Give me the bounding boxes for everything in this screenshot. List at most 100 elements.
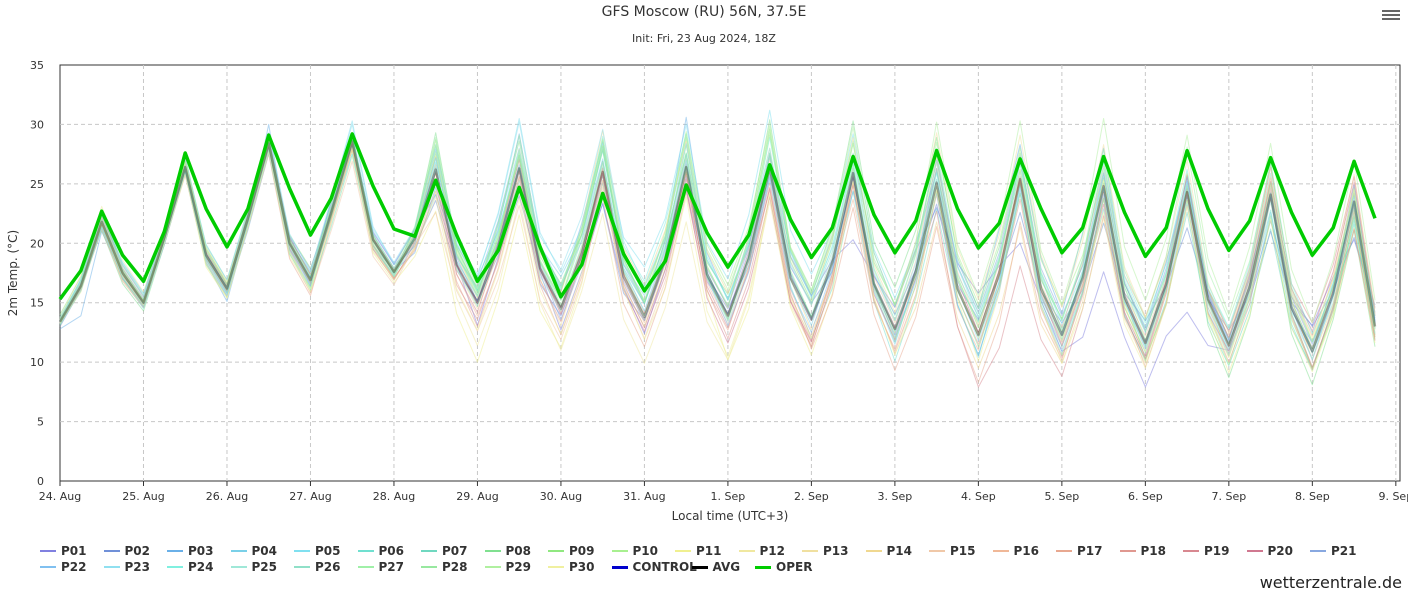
- legend-item-p19[interactable]: P19: [1183, 543, 1247, 559]
- legend-label: P16: [1013, 544, 1040, 558]
- legend-label: P25: [251, 560, 278, 574]
- legend-item-p12[interactable]: P12: [738, 543, 803, 559]
- legend-item-p20[interactable]: P20: [1246, 543, 1311, 559]
- legend-label: P07: [442, 544, 468, 558]
- legend-item-avg[interactable]: AVG: [691, 559, 756, 575]
- legend-swatch: [755, 565, 771, 569]
- legend-label: OPER: [776, 560, 813, 574]
- x-tick-label: 7. Sep: [1211, 490, 1246, 503]
- legend-item-p09[interactable]: P09: [548, 543, 612, 559]
- legend-swatch: [929, 550, 945, 552]
- legend-item-oper[interactable]: OPER: [755, 559, 819, 575]
- legend-item-p15[interactable]: P15: [929, 543, 993, 559]
- y-tick-label: 0: [37, 475, 44, 488]
- legend-label: P27: [378, 560, 405, 574]
- y-tick-label: 5: [37, 416, 44, 429]
- legend-label: P11: [696, 544, 722, 558]
- x-tick-label: 24. Aug: [39, 490, 81, 503]
- legend-item-p01[interactable]: P01: [40, 543, 104, 559]
- y-tick-label: 15: [30, 297, 44, 310]
- legend-label: P08: [505, 544, 532, 558]
- x-tick-label: 6. Sep: [1128, 490, 1163, 503]
- legend-swatch: [484, 566, 501, 568]
- legend-label: P02: [124, 544, 151, 558]
- y-tick-label: 25: [30, 178, 44, 191]
- legend-label: P29: [505, 560, 532, 574]
- legend-label: P13: [823, 544, 849, 558]
- legend-item-p23[interactable]: P23: [103, 559, 168, 575]
- x-axis-title: Local time (UTC+3): [672, 509, 789, 523]
- legend-item-p25[interactable]: P25: [230, 559, 295, 575]
- x-tick-label: 2. Sep: [794, 490, 829, 503]
- legend-swatch: [865, 550, 882, 552]
- legend-swatch: [548, 566, 564, 568]
- legend-row: P22 P23 P24 P25 P26 P27 P28 P29 P30 CONTROL AVG OPE…: [40, 559, 1380, 575]
- legend-label: P20: [1267, 544, 1294, 558]
- legend-swatch: [357, 566, 374, 568]
- legend-item-p11[interactable]: P11: [675, 543, 739, 559]
- legend-swatch: [103, 550, 120, 552]
- legend-label: P24: [188, 560, 214, 574]
- hamburger-menu-icon[interactable]: [1382, 8, 1400, 24]
- series-line-p29: [59, 118, 1376, 324]
- legend-label: AVG: [712, 560, 741, 574]
- legend-swatch: [484, 550, 501, 552]
- legend-item-p02[interactable]: P02: [103, 543, 168, 559]
- legend-item-p22[interactable]: P22: [40, 559, 104, 575]
- x-tick-label: 30. Aug: [540, 490, 582, 503]
- legend-swatch: [675, 550, 691, 552]
- legend-swatch: [691, 565, 708, 569]
- legend-label: P28: [442, 560, 468, 574]
- legend-label: P26: [315, 560, 341, 574]
- legend-swatch: [103, 566, 120, 568]
- x-tick-label: 1. Sep: [711, 490, 746, 503]
- legend-label: P03: [188, 544, 214, 558]
- legend-swatch: [40, 550, 56, 552]
- chart-plot: 0 5 10 15 20 25 30 35 24. Aug 25. Aug 26. Aug 27. A…: [6, 59, 1408, 523]
- legend-item-p24[interactable]: P24: [167, 559, 231, 575]
- legend-item-p14[interactable]: P14: [865, 543, 930, 559]
- legend-item-p06[interactable]: P06: [357, 543, 422, 559]
- legend: P01 P02 P03 P04 P05 P06 P07 P08 P09 P10 P11 P12 P13 P…: [40, 543, 1380, 575]
- legend-label: P17: [1077, 544, 1103, 558]
- legend-item-p29[interactable]: P29: [484, 559, 549, 575]
- legend-item-p27[interactable]: P27: [357, 559, 422, 575]
- legend-item-p13[interactable]: P13: [802, 543, 866, 559]
- series-line-p27: [59, 134, 1376, 343]
- legend-item-p28[interactable]: P28: [421, 559, 485, 575]
- legend-label: P01: [61, 544, 87, 558]
- legend-item-p04[interactable]: P04: [230, 543, 295, 559]
- legend-item-control[interactable]: CONTROL: [611, 559, 697, 575]
- legend-swatch: [294, 566, 310, 568]
- legend-label: P12: [759, 544, 786, 558]
- legend-item-p26[interactable]: P26: [294, 559, 358, 575]
- legend-item-p30[interactable]: P30: [548, 559, 612, 575]
- legend-swatch: [548, 550, 564, 552]
- legend-label: P14: [886, 544, 913, 558]
- legend-swatch: [1056, 550, 1072, 552]
- x-tick-label: 3. Sep: [878, 490, 913, 503]
- legend-item-p21[interactable]: P21: [1310, 543, 1374, 559]
- legend-item-p10[interactable]: P10: [611, 543, 676, 559]
- legend-item-p16[interactable]: P16: [992, 543, 1057, 559]
- legend-item-p17[interactable]: P17: [1056, 543, 1120, 559]
- legend-swatch: [421, 566, 437, 568]
- legend-item-p03[interactable]: P03: [167, 543, 231, 559]
- legend-swatch: [294, 550, 310, 552]
- legend-item-p05[interactable]: P05: [294, 543, 358, 559]
- legend-swatch: [421, 550, 437, 552]
- legend-label: P05: [315, 544, 341, 558]
- chart-subtitle: Init: Fri, 23 Aug 2024, 18Z: [632, 32, 776, 45]
- legend-item-p18[interactable]: P18: [1119, 543, 1184, 559]
- legend-row: P01 P02 P03 P04 P05 P06 P07 P08 P09 P10 P11 P12 P13 P…: [40, 543, 1380, 559]
- series-line-oper: [58, 132, 1377, 301]
- legend-swatch: [1246, 550, 1263, 552]
- legend-swatch: [167, 566, 183, 568]
- y-tick-label: 10: [30, 356, 44, 369]
- legend-item-p07[interactable]: P07: [421, 543, 485, 559]
- legend-swatch: [357, 550, 374, 552]
- x-tick-label: 9. Sep: [1378, 490, 1408, 503]
- legend-label: P04: [251, 544, 278, 558]
- legend-label: P22: [61, 560, 87, 574]
- legend-item-p08[interactable]: P08: [484, 543, 549, 559]
